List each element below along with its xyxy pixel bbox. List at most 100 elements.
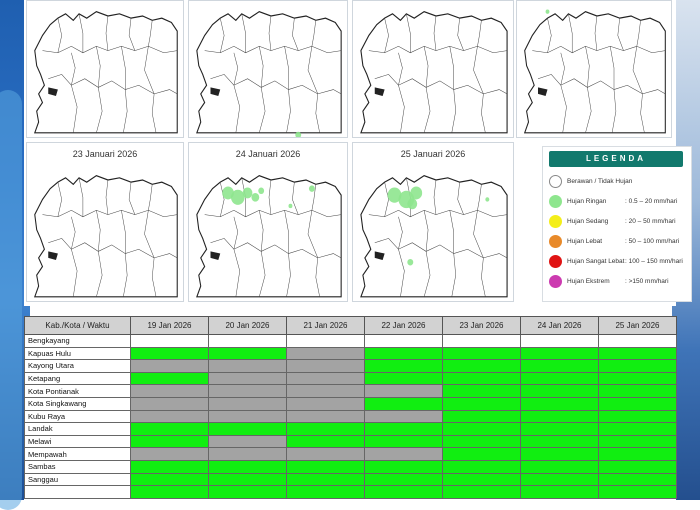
light-rain-area [288, 203, 293, 209]
district-border [473, 46, 484, 94]
district-border [121, 46, 126, 90]
table-row: Ketapang [24, 371, 677, 386]
forecast-cell [442, 384, 521, 398]
district-border [307, 210, 318, 258]
coastal-islands [374, 87, 385, 97]
forecast-cell [442, 472, 521, 487]
legend-range: : 20 – 50 mm/hari [625, 217, 676, 225]
region-map [360, 11, 508, 134]
table-body: Bengkayang Kapuas Hulu Kayong Utara Ketapan… [24, 334, 677, 499]
district-border [286, 253, 291, 297]
province-outline [523, 11, 666, 134]
district-border [284, 210, 289, 254]
district-border [71, 249, 78, 297]
district-border [315, 93, 320, 133]
forecast-cell [364, 384, 443, 398]
district-border [268, 179, 272, 215]
district-border [640, 93, 645, 133]
district-border [311, 20, 317, 47]
district-border [151, 257, 157, 297]
district-border [384, 18, 389, 53]
district-border [123, 253, 128, 297]
district-border [259, 87, 266, 133]
map-date-label: 24 Januari 2026 [235, 149, 301, 159]
coastal-islands [210, 251, 221, 261]
forecast-cell [442, 371, 521, 386]
region-map [196, 175, 342, 298]
region-name-cell: Kota Pontianak [24, 384, 131, 398]
forecast-cell [208, 396, 287, 411]
district-border [233, 85, 240, 133]
forecast-cell [208, 384, 287, 398]
forecast-cell [130, 485, 209, 499]
region-name-cell: Ketapang [24, 371, 131, 386]
map-date-label: 23 Januari 2026 [72, 149, 138, 159]
district-border [585, 46, 590, 88]
forecast-cell [442, 447, 521, 461]
forecast-cell [520, 485, 599, 499]
province-outline [360, 175, 508, 298]
light-rain-area [545, 9, 550, 14]
forecast-cell [130, 422, 209, 436]
forecast-cell [598, 359, 677, 373]
forecast-cell [520, 396, 599, 411]
district-border [78, 177, 84, 217]
legend-label: Hujan Lebat [567, 237, 603, 245]
forecast-cell [598, 434, 677, 449]
light-rain-area [407, 198, 418, 210]
region-name-cell: Sanggau [24, 472, 131, 487]
district-border [374, 238, 508, 259]
forecast-cell [130, 409, 209, 424]
province-outline [33, 175, 178, 298]
forecast-cell [520, 422, 599, 436]
forecast-cell [442, 434, 521, 449]
coastal-islands [48, 87, 58, 97]
district-border [457, 18, 464, 51]
forecast-cell [286, 447, 365, 461]
district-border [292, 182, 299, 215]
forecast-cell [520, 434, 599, 449]
forecast-cell [520, 359, 599, 373]
district-border [423, 251, 431, 297]
district-border [121, 210, 126, 254]
forecast-cell [286, 485, 365, 499]
forecast-cell [130, 447, 209, 461]
forecast-cell [520, 346, 599, 361]
district-border [233, 249, 240, 297]
forecast-cell [520, 384, 599, 398]
province-outline [196, 175, 342, 298]
forecast-cell [364, 434, 443, 449]
table-row: Landak [24, 422, 677, 436]
legend-item: Hujan Sedang: 20 – 50 mm/hari [549, 213, 676, 229]
region-name-cell: Kapuas Hulu [24, 346, 131, 361]
district-border [594, 15, 598, 51]
forecast-cell [130, 359, 209, 373]
district-border [481, 93, 486, 133]
district-border [268, 15, 272, 51]
light-rain-area [295, 131, 302, 137]
light-rain-area [222, 186, 234, 200]
forecast-cell [208, 334, 287, 348]
forecast-cell [442, 422, 521, 436]
forecast-cell [598, 409, 677, 424]
table-row: Kota Pontianak [24, 384, 677, 398]
district-border [105, 179, 109, 215]
legend-swatch [549, 214, 562, 228]
forecast-cell [208, 447, 287, 461]
forecast-cell [598, 371, 677, 386]
column-header-date: 24 Jan 2026 [520, 316, 599, 335]
forecast-cell [130, 396, 209, 411]
forecast-cell [286, 434, 365, 449]
district-border [398, 85, 405, 133]
district-border [423, 210, 429, 252]
district-border [423, 46, 429, 88]
forecast-cell [520, 447, 599, 461]
table-row [24, 485, 677, 499]
district-border [560, 85, 567, 133]
forecast-table: Kab./Kota / Waktu 19 Jan 2026 20 Jan 2026 2… [24, 316, 677, 499]
district-border [632, 46, 643, 94]
region-name-cell: Kota Singkawang [24, 396, 131, 411]
district-border [220, 18, 225, 53]
district-border [398, 249, 405, 297]
legend-range: : >150 mm/hari [625, 277, 669, 285]
